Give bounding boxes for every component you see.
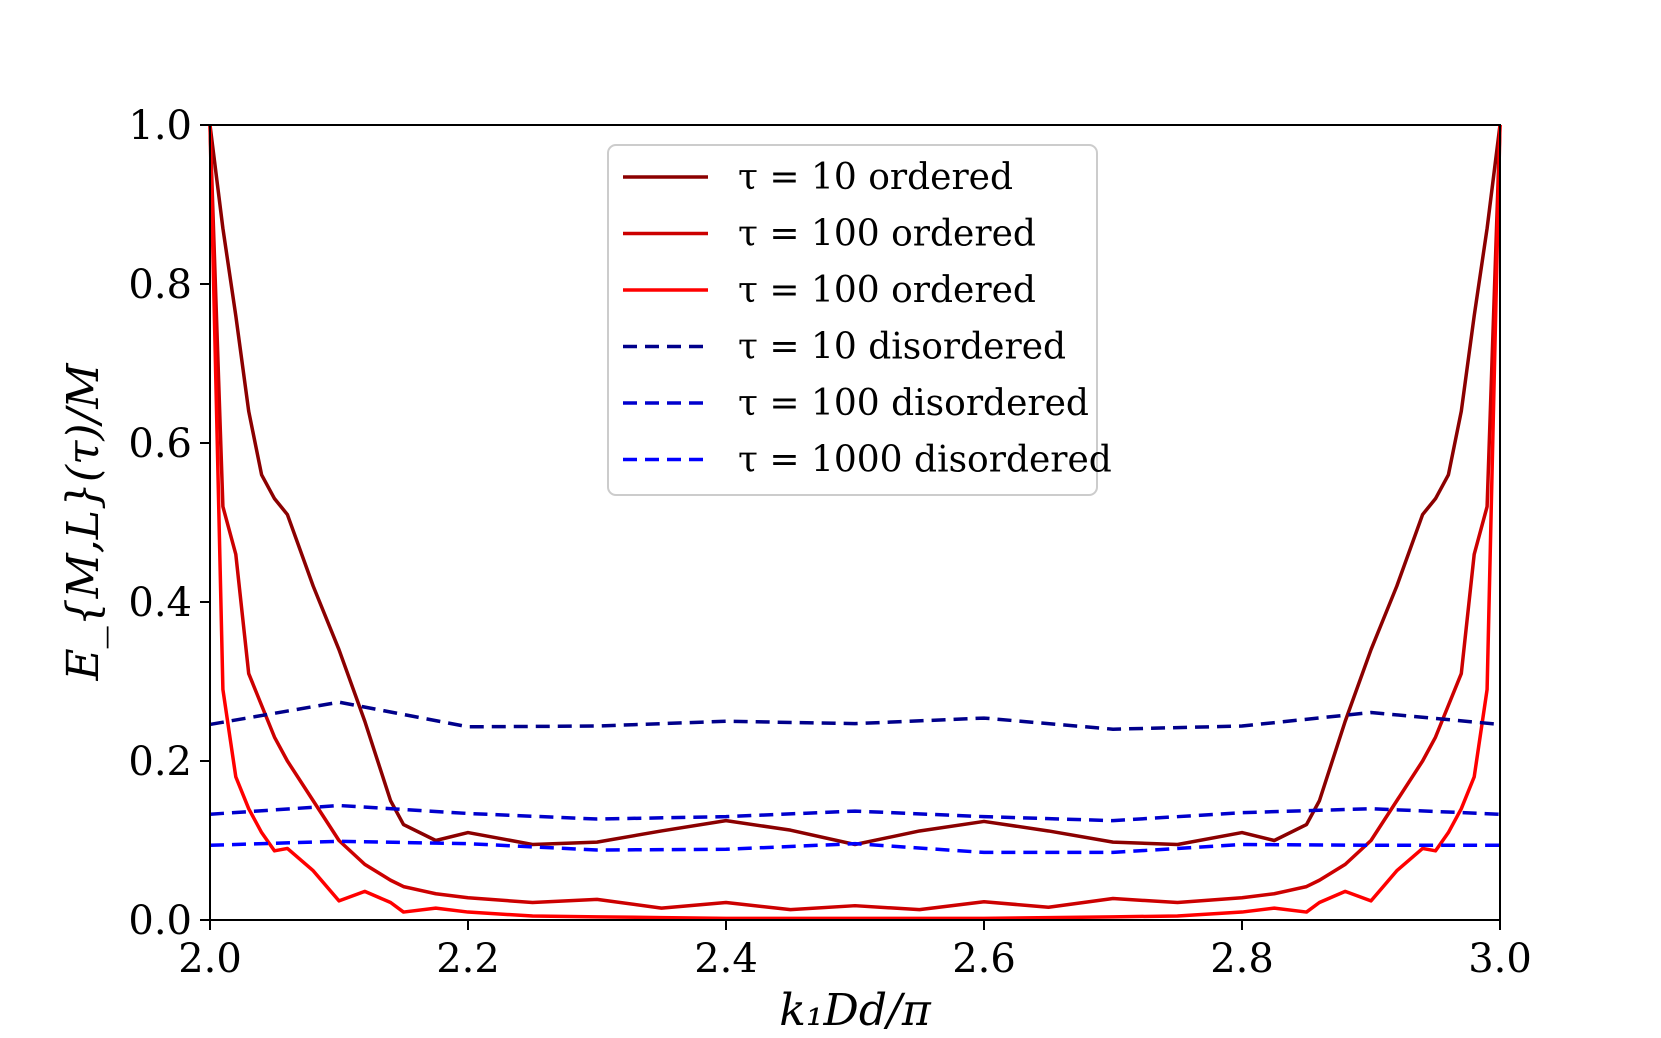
y-tick-label: 1.0 — [128, 103, 192, 149]
x-tick-label: 3.0 — [1468, 936, 1532, 982]
x-tick-label: 2.2 — [436, 936, 500, 982]
y-tick-label: 0.8 — [128, 262, 192, 308]
legend-label-4: τ = 10 disordered — [738, 327, 1066, 368]
legend-label-1: τ = 10 ordered — [738, 157, 1013, 198]
y-tick-label: 0.6 — [128, 421, 192, 467]
y-ticks: 0.0 0.2 0.4 0.6 0.8 1.0 — [128, 103, 210, 944]
x-axis-label: k₁Dd/π — [779, 985, 932, 1036]
y-tick-label: 0.0 — [128, 898, 192, 944]
y-tick-label: 0.2 — [128, 739, 192, 785]
legend-label-3: τ = 100 ordered — [738, 270, 1036, 311]
series-line-4 — [209, 700, 1501, 731]
series-line-5 — [209, 803, 1501, 823]
x-tick-label: 2.8 — [1210, 936, 1274, 982]
legend-box — [607, 144, 1098, 496]
series-layer — [208, 124, 1502, 921]
series-line-6 — [209, 839, 1500, 855]
x-ticks: 2.0 2.2 2.4 2.6 2.8 3.0 — [178, 920, 1532, 982]
legend-label-6: τ = 1000 disordered — [738, 440, 1112, 481]
series-line-3 — [208, 124, 1502, 921]
x-tick-label: 2.6 — [952, 936, 1016, 982]
legend-label-5: τ = 100 disordered — [738, 383, 1089, 424]
legend-label-2: τ = 100 ordered — [738, 214, 1036, 255]
series-line-2 — [208, 124, 1502, 912]
y-axis-label: E_{M,L}(τ)/M — [58, 363, 109, 682]
y-tick-label: 0.4 — [128, 580, 192, 626]
x-tick-label: 2.0 — [178, 936, 242, 982]
x-tick-label: 2.4 — [694, 936, 758, 982]
plot-frame — [209, 124, 1501, 921]
legend-items: τ = 10 ordered τ = 100 ordered τ = 100 ord… — [623, 157, 1112, 481]
legend: τ = 10 ordered τ = 100 ordered τ = 100 ord… — [607, 144, 1112, 496]
plot-area: 2.0 2.2 2.4 2.6 2.8 3.0 0.0 0.2 0.4 0.6 0.8 1.0 — [128, 103, 1531, 982]
